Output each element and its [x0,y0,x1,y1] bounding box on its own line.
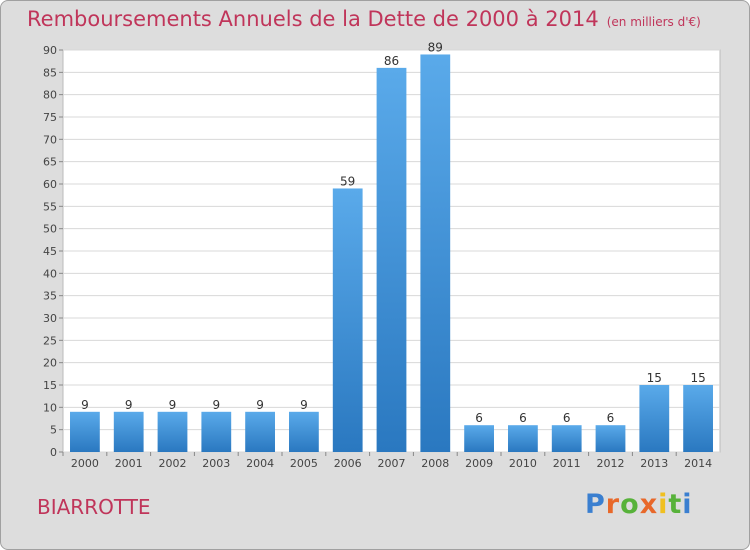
x-tick-label: 2013 [640,457,668,470]
bar [376,67,407,452]
logo-letter: i [682,489,693,520]
chart-title: Remboursements Annuels de la Dette de 20… [27,7,701,31]
y-tick-label: 50 [43,223,57,236]
bar-value-label: 15 [690,371,705,385]
bar [157,411,188,452]
y-tick-label: 45 [43,245,57,258]
town-name: BIARROTTE [37,495,151,519]
bar-value-label: 6 [607,411,615,425]
bar [420,54,451,452]
x-tick-label: 2010 [509,457,537,470]
bar-value-label: 59 [340,174,355,188]
y-tick-label: 60 [43,178,57,191]
y-tick-label: 80 [43,89,57,102]
bar-value-label: 6 [563,411,571,425]
bar [551,425,582,452]
y-tick-label: 0 [50,446,57,459]
bar [201,411,232,452]
x-tick-label: 2002 [159,457,187,470]
bar [113,411,144,452]
logo-letter: i [658,489,669,520]
x-tick-label: 2014 [684,457,712,470]
bar-value-label: 86 [384,54,399,68]
y-tick-label: 10 [43,401,57,414]
x-axis: 2000 2001 2002 2003 2004 2005 2006 2007 2008 2009… [62,452,712,470]
logo-letter: o [620,489,640,520]
y-tick-label: 85 [43,66,57,79]
bar-value-label: 9 [256,398,264,412]
y-axis: 0 5 10 15 20 25 30 35 40 45 50 55 60 65 70 75 80 85 90 [43,44,63,459]
y-tick-label: 35 [43,290,57,303]
bar [683,385,713,452]
y-tick-label: 55 [43,200,57,213]
x-tick-label: 2009 [465,457,493,470]
bar-value-label: 9 [125,398,133,412]
y-tick-label: 30 [43,312,57,325]
x-tick-label: 2005 [290,457,318,470]
y-tick-label: 5 [50,424,57,437]
bar [508,425,538,452]
x-tick-label: 2004 [246,457,274,470]
bars: 9 9 9 9 9 9 59 86 89 6 6 6 6 15 15 [70,40,713,452]
bar [464,425,494,452]
y-tick-label: 70 [43,133,57,146]
logo-letter: P [585,489,606,520]
x-tick-label: 2006 [334,457,362,470]
y-tick-label: 40 [43,267,57,280]
bar [332,188,363,452]
x-tick-label: 2008 [421,457,449,470]
y-tick-label: 25 [43,334,57,347]
bar [289,411,319,452]
bar-value-label: 9 [300,398,308,412]
bar-value-label: 9 [169,398,177,412]
bar [245,411,275,452]
logo-letter: x [639,489,659,520]
x-tick-label: 2007 [378,457,406,470]
x-tick-label: 2001 [115,457,143,470]
chart-title-text: Remboursements Annuels de la Dette de 20… [27,7,599,31]
x-tick-label: 2012 [597,457,625,470]
bar-value-label: 6 [475,411,483,425]
bar-value-label: 89 [428,40,443,54]
bar-value-label: 9 [212,398,220,412]
y-tick-label: 75 [43,111,57,124]
bar-value-label: 15 [647,371,662,385]
bar [639,385,670,452]
y-tick-label: 15 [43,379,57,392]
logo-letter: t [668,489,683,520]
bar-value-label: 9 [81,398,89,412]
y-tick-label: 20 [43,357,57,370]
chart-subtitle: (en milliers d'€) [606,15,701,29]
y-tick-label: 65 [43,156,57,169]
x-tick-label: 2000 [71,457,99,470]
proxiti-logo: Proxiti [585,489,693,520]
bar [595,425,626,452]
logo-letter: r [605,489,621,520]
y-tick-label: 90 [43,44,57,57]
x-tick-label: 2003 [202,457,230,470]
x-tick-label: 2011 [553,457,581,470]
bar-value-label: 6 [519,411,527,425]
bar [70,411,100,452]
